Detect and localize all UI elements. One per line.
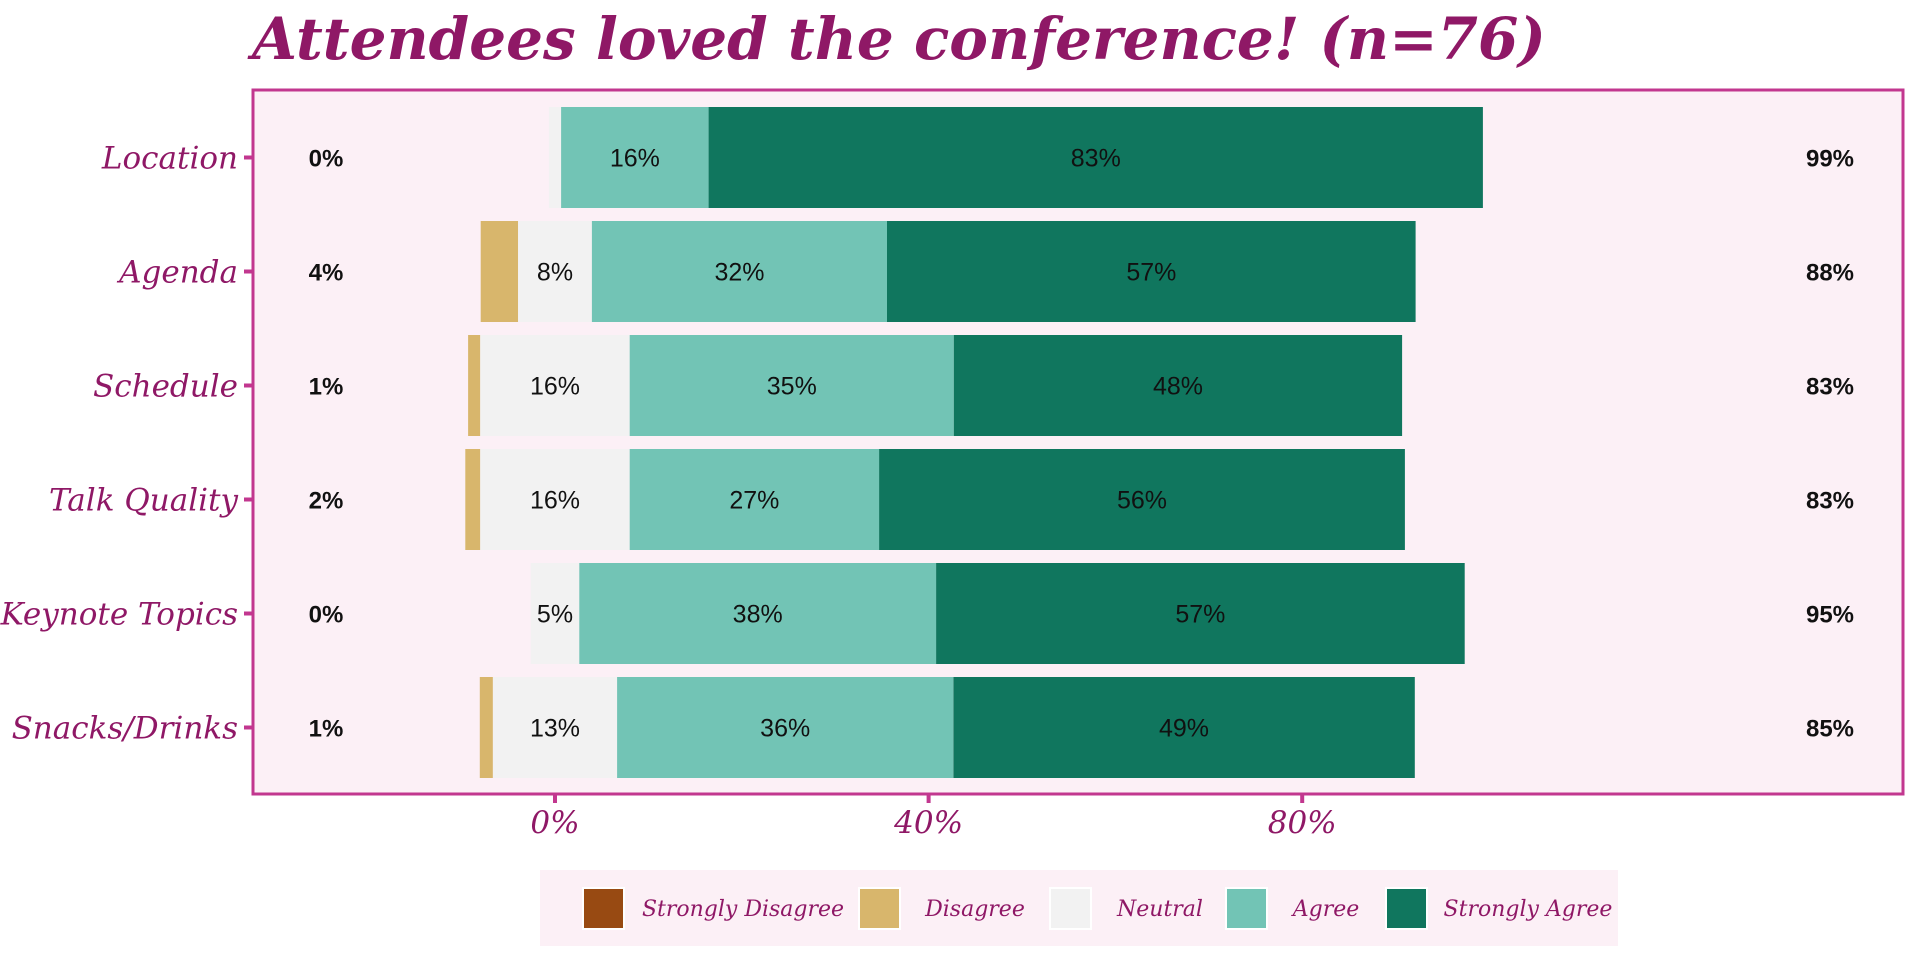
bar-location-agree bbox=[561, 107, 709, 208]
bar-snacks-drinks-agree bbox=[617, 677, 954, 778]
segment-label-agenda-agree: 32% bbox=[714, 259, 764, 287]
right-total-snacks-drinks: 85% bbox=[1806, 716, 1854, 743]
legend-label-neutral: Neutral bbox=[1116, 897, 1203, 922]
segment-label-agenda-neutral: 8% bbox=[537, 259, 573, 287]
bar-location-strongly-agree bbox=[708, 107, 1483, 208]
bar-keynote-topics-strongly-agree bbox=[936, 563, 1465, 664]
left-total-schedule: 1% bbox=[309, 374, 344, 401]
legend-label-disagree: Disagree bbox=[924, 897, 1025, 922]
legend: Strongly Disagree Disagree Neutral Agree Str… bbox=[540, 870, 1618, 946]
right-total-agenda: 88% bbox=[1806, 260, 1854, 287]
bar-agenda-disagree bbox=[480, 221, 519, 322]
legend-key-disagree bbox=[858, 887, 901, 930]
bar-snacks-drinks-neutral bbox=[492, 677, 618, 778]
chart-title: Attendees loved the conference! (n=76) bbox=[247, 5, 1546, 73]
segment-label-location-agree: 16% bbox=[610, 145, 660, 173]
y-axis: Location Agenda Schedule Talk Quality Keynot… bbox=[0, 141, 252, 747]
legend-key-agree bbox=[1225, 887, 1268, 930]
bar-location-neutral bbox=[548, 107, 561, 208]
left-total-agenda: 4% bbox=[309, 260, 344, 287]
total-labels: 0% 99% 4% 88% 1% 83% 2% 83% 0% 95% 1% 85% bbox=[309, 146, 1854, 743]
bar-segments bbox=[465, 107, 1483, 778]
bar-talk-quality-neutral bbox=[480, 449, 630, 550]
bar-agenda-agree bbox=[591, 221, 887, 322]
left-total-snacks-drinks: 1% bbox=[309, 716, 344, 743]
right-total-keynote-topics: 95% bbox=[1806, 602, 1854, 629]
bar-talk-quality-agree bbox=[629, 449, 880, 550]
category-label-agenda: Agenda bbox=[116, 255, 238, 291]
bar-schedule-agree bbox=[629, 335, 954, 436]
segment-label-schedule-strongly-agree: 48% bbox=[1153, 373, 1203, 401]
segment-label-schedule-neutral: 16% bbox=[530, 373, 580, 401]
segment-label-talk-quality-agree: 27% bbox=[729, 487, 779, 515]
x-tick-label-0: 0% bbox=[530, 805, 579, 841]
right-total-talk-quality: 83% bbox=[1806, 488, 1854, 515]
x-tick-label-80: 80% bbox=[1268, 805, 1337, 841]
category-label-talk-quality: Talk Quality bbox=[49, 483, 238, 519]
category-label-snacks-drinks: Snacks/Drinks bbox=[12, 711, 238, 747]
left-total-talk-quality: 2% bbox=[309, 488, 344, 515]
category-label-schedule: Schedule bbox=[93, 369, 238, 405]
legend-label-strongly-agree: Strongly Agree bbox=[1444, 897, 1613, 922]
segment-label-snacks-drinks-neutral: 13% bbox=[530, 715, 580, 743]
bar-schedule-strongly-agree bbox=[953, 335, 1403, 436]
legend-key-strongly-disagree bbox=[582, 887, 625, 930]
bar-snacks-drinks-disagree bbox=[479, 677, 493, 778]
bar-talk-quality-disagree bbox=[465, 449, 481, 550]
x-tick-label-40: 40% bbox=[893, 805, 963, 841]
bar-agenda-strongly-agree bbox=[887, 221, 1416, 322]
legend-key-strongly-agree bbox=[1385, 887, 1428, 930]
segment-label-keynote-topics-neutral: 5% bbox=[537, 601, 573, 629]
right-total-location: 99% bbox=[1806, 146, 1854, 173]
segment-label-location-strongly-agree: 83% bbox=[1071, 145, 1121, 173]
bar-schedule-neutral bbox=[480, 335, 630, 436]
segment-label-snacks-drinks-agree: 36% bbox=[760, 715, 810, 743]
legend-label-strongly-disagree: Strongly Disagree bbox=[642, 897, 844, 922]
segment-label-agenda-strongly-agree: 57% bbox=[1126, 259, 1176, 287]
category-label-location: Location bbox=[101, 141, 238, 177]
bar-agenda-neutral bbox=[518, 221, 592, 322]
bar-snacks-drinks-strongly-agree bbox=[953, 677, 1415, 778]
left-total-keynote-topics: 0% bbox=[309, 602, 344, 629]
left-total-location: 0% bbox=[309, 146, 344, 173]
segment-label-keynote-topics-strongly-agree: 57% bbox=[1175, 601, 1225, 629]
legend-label-agree: Agree bbox=[1291, 897, 1360, 922]
segment-label-talk-quality-strongly-agree: 56% bbox=[1117, 487, 1167, 515]
bar-schedule-disagree bbox=[468, 335, 481, 436]
segment-labels: 16% 83% 8% 32% 57% 16% 35% 48% 16% 27% 56% 5% 38% 57%… bbox=[530, 145, 1225, 743]
x-axis: 0% 40% 80% bbox=[530, 795, 1337, 841]
legend-key-neutral bbox=[1049, 887, 1092, 930]
bar-keynote-topics-agree bbox=[579, 563, 937, 664]
right-total-schedule: 83% bbox=[1806, 374, 1854, 401]
bar-talk-quality-strongly-agree bbox=[879, 449, 1405, 550]
segment-label-talk-quality-neutral: 16% bbox=[530, 487, 580, 515]
segment-label-keynote-topics-agree: 38% bbox=[733, 601, 783, 629]
segment-label-schedule-agree: 35% bbox=[767, 373, 817, 401]
segment-label-snacks-drinks-strongly-agree: 49% bbox=[1159, 715, 1209, 743]
bar-keynote-topics-neutral bbox=[530, 563, 580, 664]
category-label-keynote-topics: Keynote Topics bbox=[0, 597, 238, 633]
